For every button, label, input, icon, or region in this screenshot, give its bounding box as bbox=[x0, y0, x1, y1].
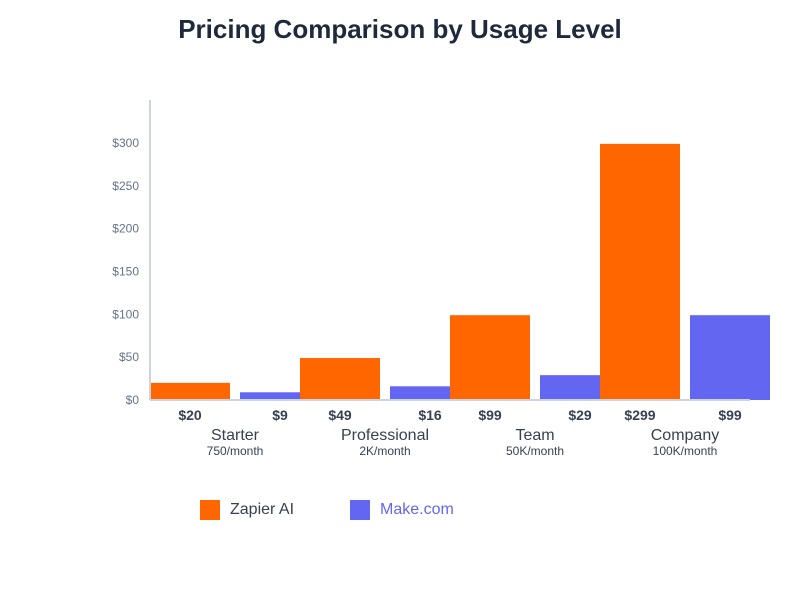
bar-make-com-starter bbox=[240, 392, 320, 400]
legend-label-make: Make.com bbox=[380, 501, 454, 518]
bar-zapier-ai-professional bbox=[300, 358, 380, 400]
category-label: Starter bbox=[211, 427, 260, 444]
category-label: Professional bbox=[341, 427, 429, 444]
value-label: $99 bbox=[718, 407, 742, 423]
category-sublabel: 2K/month bbox=[359, 444, 410, 458]
category-label: Team bbox=[515, 427, 554, 444]
value-label: $16 bbox=[418, 407, 442, 423]
y-tick-label: $50 bbox=[119, 350, 139, 364]
category-sublabel: 750/month bbox=[207, 444, 264, 458]
y-tick-label: $150 bbox=[112, 265, 139, 279]
legend: Zapier AI Make.com bbox=[200, 500, 510, 520]
value-label: $299 bbox=[624, 407, 655, 423]
value-label: $49 bbox=[328, 407, 352, 423]
y-tick-label: $250 bbox=[112, 179, 139, 193]
value-label: $29 bbox=[568, 407, 592, 423]
bar-zapier-ai-starter bbox=[150, 382, 230, 400]
legend-item-make[interactable]: Make.com bbox=[350, 500, 454, 520]
legend-swatch-zapier bbox=[200, 500, 220, 520]
y-tick-label: $0 bbox=[126, 393, 140, 407]
chart-title: Pricing Comparison by Usage Level bbox=[178, 14, 622, 44]
legend-item-zapier[interactable]: Zapier AI bbox=[200, 500, 294, 520]
category-sublabel: 50K/month bbox=[506, 444, 564, 458]
bar-make-com-company bbox=[690, 315, 770, 400]
legend-label-zapier: Zapier AI bbox=[230, 501, 295, 518]
bar-zapier-ai-team bbox=[450, 315, 530, 400]
y-axis-ticks: $0 $50 $100 $150 $200 $250 $300 bbox=[112, 136, 139, 407]
legend-swatch-make bbox=[350, 500, 371, 520]
y-tick-label: $100 bbox=[112, 307, 139, 321]
category-sublabel: 100K/month bbox=[653, 444, 718, 458]
bar-zapier-ai-company bbox=[600, 143, 680, 400]
value-label: $9 bbox=[272, 407, 288, 423]
value-labels: $20 $9 $49 $16 $99 $29 $299 $99 bbox=[178, 407, 742, 423]
y-tick-label: $300 bbox=[112, 136, 139, 150]
value-label: $20 bbox=[178, 407, 202, 423]
y-tick-label: $200 bbox=[112, 222, 139, 236]
category-label: Company bbox=[651, 427, 719, 444]
value-label: $99 bbox=[478, 407, 502, 423]
bars bbox=[150, 143, 770, 400]
